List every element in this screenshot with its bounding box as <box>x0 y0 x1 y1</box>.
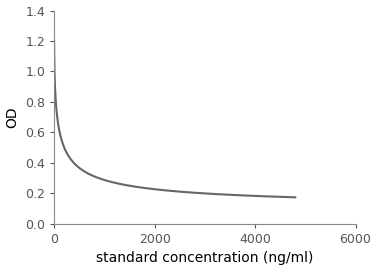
Y-axis label: OD: OD <box>6 107 20 128</box>
X-axis label: standard concentration (ng/ml): standard concentration (ng/ml) <box>96 251 314 265</box>
